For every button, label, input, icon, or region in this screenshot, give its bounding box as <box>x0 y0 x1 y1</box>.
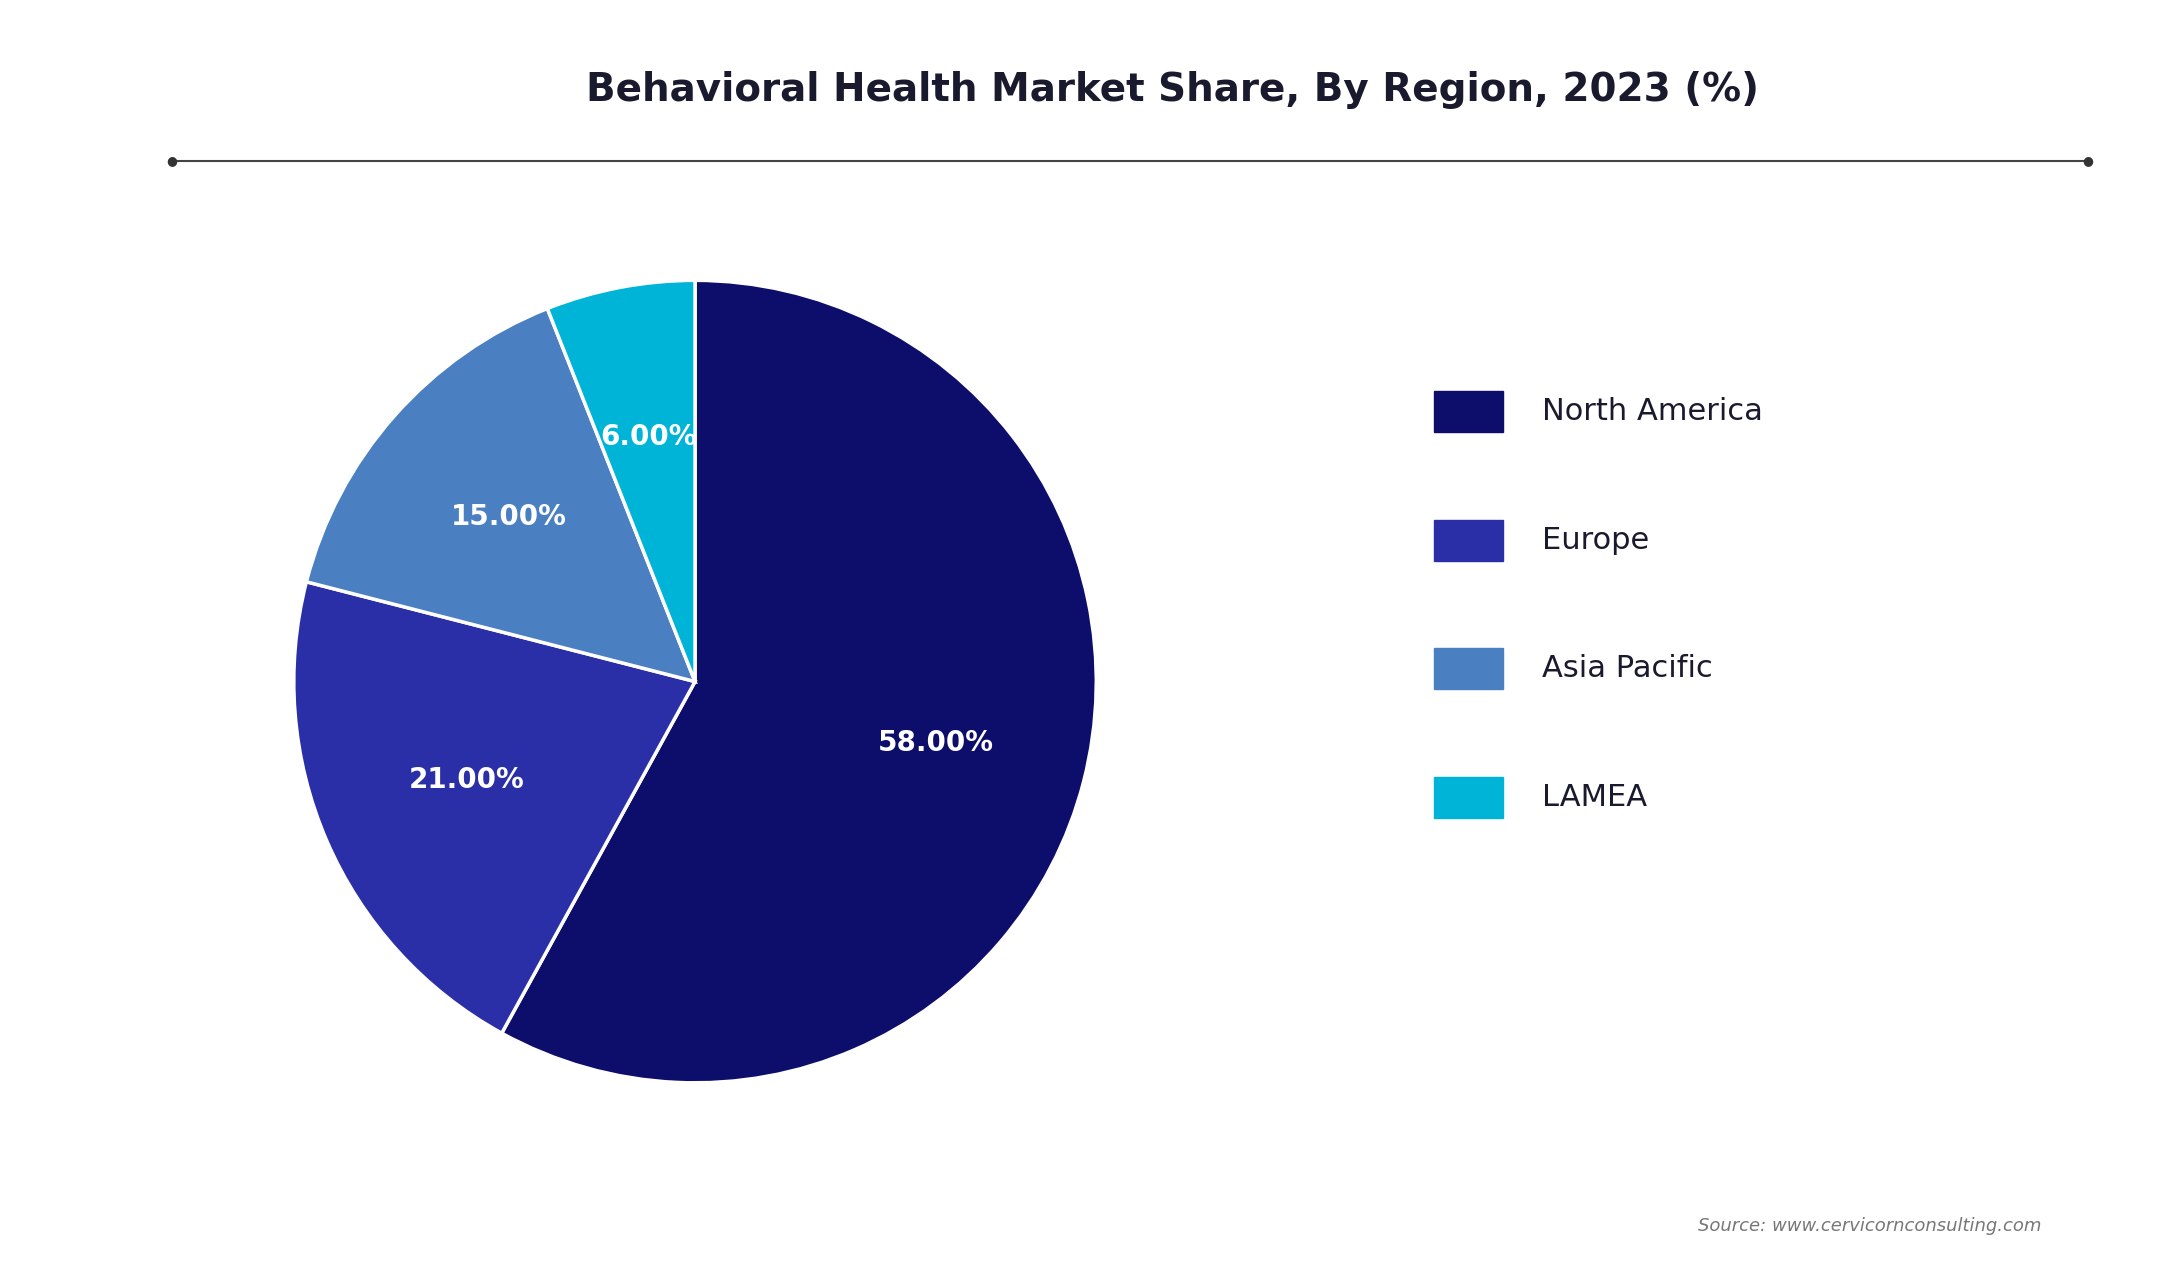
Text: 6.00%: 6.00% <box>599 423 697 451</box>
Wedge shape <box>502 280 1097 1083</box>
Text: 15.00%: 15.00% <box>450 503 567 531</box>
Text: LAMEA: LAMEA <box>1542 783 1646 811</box>
Text: North America: North America <box>1542 397 1764 426</box>
Text: 21.00%: 21.00% <box>408 766 526 795</box>
Wedge shape <box>547 280 695 682</box>
Wedge shape <box>293 581 695 1033</box>
Wedge shape <box>306 309 695 682</box>
Text: ●: ● <box>2081 154 2094 167</box>
Text: ●: ● <box>165 154 178 167</box>
Text: Asia Pacific: Asia Pacific <box>1542 655 1714 683</box>
Text: Source: www.cervicornconsulting.com: Source: www.cervicornconsulting.com <box>1699 1217 2042 1235</box>
Text: Behavioral Health Market Share, By Region, 2023 (%): Behavioral Health Market Share, By Regio… <box>586 71 1759 109</box>
Text: Europe: Europe <box>1542 526 1649 554</box>
Text: 58.00%: 58.00% <box>877 729 995 757</box>
